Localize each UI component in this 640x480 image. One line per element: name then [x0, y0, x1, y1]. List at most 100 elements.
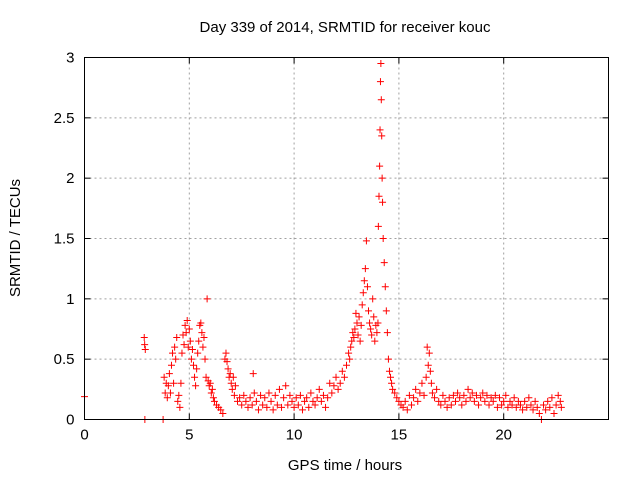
data-point — [226, 370, 234, 378]
data-point — [346, 355, 354, 363]
data-point — [504, 403, 512, 411]
data-point — [391, 389, 399, 397]
data-point — [343, 361, 350, 369]
data-point — [439, 391, 447, 399]
data-point — [169, 349, 177, 357]
data-point — [420, 391, 428, 399]
data-point — [466, 394, 474, 402]
data-point — [382, 307, 390, 315]
data-point — [173, 333, 181, 341]
data-point — [362, 237, 370, 245]
data-point — [433, 385, 441, 393]
data-point — [224, 365, 232, 373]
data-point — [193, 365, 201, 373]
data-point — [479, 389, 487, 397]
data-point — [412, 385, 420, 393]
data-point — [472, 391, 480, 399]
data-point — [523, 403, 531, 411]
data-point — [368, 331, 376, 339]
data-point — [178, 349, 186, 357]
data-point — [527, 401, 535, 409]
data-point — [365, 307, 373, 315]
data-point — [410, 394, 418, 402]
data-point — [164, 382, 172, 390]
data-point — [207, 389, 215, 397]
data-point — [257, 391, 265, 399]
data-point — [454, 389, 462, 397]
data-point — [550, 409, 558, 417]
data-point — [234, 397, 242, 405]
data-point — [418, 379, 426, 387]
data-point — [242, 397, 250, 405]
data-point — [384, 355, 392, 363]
data-point — [175, 391, 183, 399]
data-point — [359, 289, 367, 297]
data-point — [200, 333, 208, 341]
plot-frame — [84, 57, 609, 420]
data-point — [177, 379, 185, 387]
data-point — [328, 389, 336, 397]
data-point — [470, 397, 478, 405]
data-point — [557, 403, 565, 411]
data-point — [195, 337, 203, 345]
data-point — [374, 319, 382, 327]
data-point — [246, 394, 254, 402]
data-point — [387, 373, 395, 381]
data-point — [236, 394, 244, 402]
data-point — [458, 401, 466, 409]
data-point — [426, 367, 434, 375]
data-point — [441, 397, 449, 405]
data-point — [424, 361, 432, 369]
data-point — [356, 337, 364, 345]
data-point — [376, 126, 384, 134]
data-point — [307, 389, 315, 397]
data-point — [437, 401, 445, 409]
data-point — [194, 349, 202, 357]
data-point — [483, 391, 491, 399]
data-point — [506, 397, 514, 405]
data-point — [377, 96, 385, 104]
data-point — [533, 403, 541, 411]
y-tick-label: 1.5 — [54, 231, 75, 248]
data-point — [349, 329, 357, 337]
data-point — [485, 401, 493, 409]
data-point — [228, 385, 236, 393]
data-point — [525, 394, 533, 402]
data-point — [311, 401, 319, 409]
data-point — [336, 379, 344, 387]
data-point — [375, 192, 383, 200]
x-axis-label: GPS time / hours — [288, 457, 402, 474]
data-point — [449, 391, 457, 399]
data-point — [254, 406, 262, 414]
data-point — [140, 333, 148, 341]
y-axis-label: SRMTID / TECUs — [7, 179, 24, 297]
data-point — [202, 373, 210, 381]
data-point — [166, 389, 174, 397]
data-point — [210, 397, 218, 405]
data-point — [556, 397, 564, 405]
data-point — [170, 379, 178, 387]
data-point — [249, 370, 257, 378]
data-point — [269, 406, 277, 414]
data-point — [399, 403, 407, 411]
data-point — [252, 397, 260, 405]
data-point — [332, 373, 340, 381]
data-point — [167, 361, 175, 369]
data-point — [374, 222, 382, 230]
data-point — [481, 397, 489, 405]
data-point — [313, 394, 321, 402]
data-point — [376, 78, 384, 86]
data-point — [171, 343, 179, 351]
data-point — [371, 337, 379, 345]
data-point — [263, 403, 271, 411]
data-point — [352, 309, 360, 317]
chart-title: Day 339 of 2014, SRMTID for receiver kou… — [200, 19, 491, 36]
data-point — [271, 391, 279, 399]
data-point — [548, 394, 556, 402]
data-point — [512, 403, 520, 411]
data-point — [360, 277, 368, 285]
data-point — [554, 391, 562, 399]
data-point — [284, 401, 292, 409]
data-point — [475, 401, 483, 409]
data-point — [183, 317, 191, 325]
